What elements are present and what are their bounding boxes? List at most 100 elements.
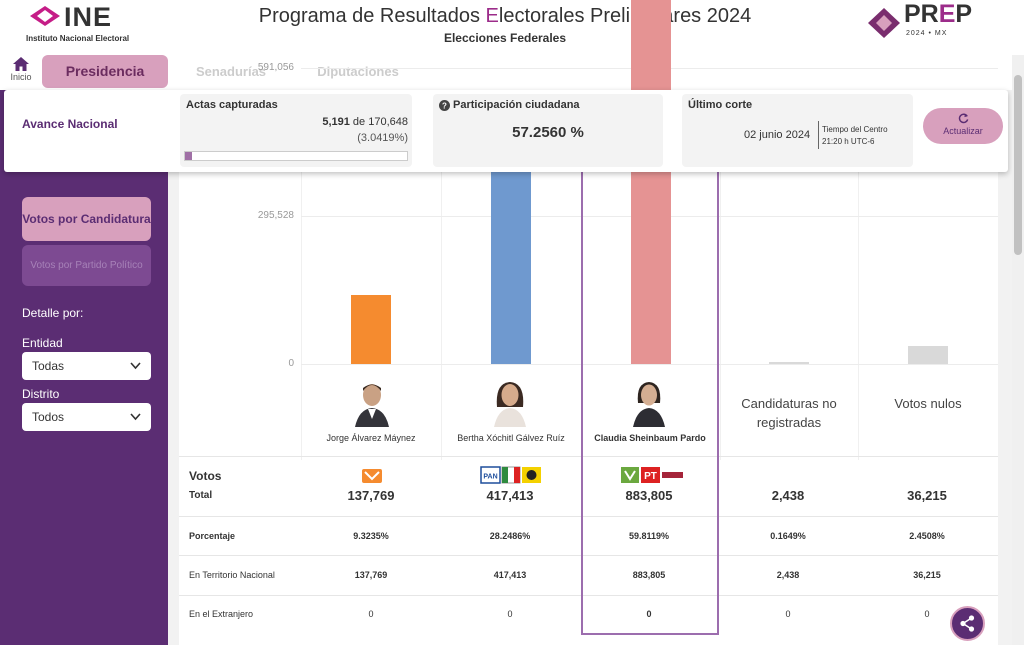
svg-text:PT: PT — [644, 471, 657, 482]
actualizar-button[interactable]: Actualizar — [923, 108, 1003, 144]
bar-4[interactable] — [908, 345, 948, 364]
candidate-name-maynez: Jorge Álvarez Máynez — [326, 433, 416, 443]
row-label-extranjero: En el Extranjero — [189, 609, 254, 619]
ultimo-corte-card: Último corte 02 junio 2024 Tiempo del Ce… — [682, 94, 913, 167]
y-tick-label: 591,056 — [257, 62, 294, 74]
total-label: Total — [189, 490, 213, 501]
total-sheinbaum: 883,805 — [625, 488, 673, 503]
corte-time: 21:20 h UTC-6 — [822, 137, 875, 146]
participacion-title: Participación ciudadana — [453, 99, 580, 111]
svg-text:?: ? — [442, 101, 447, 110]
table-cell: 36,215 — [913, 570, 941, 580]
movimiento-ciudadano-logo — [362, 469, 382, 483]
refresh-icon — [958, 113, 968, 124]
ine-logo[interactable]: INE Instituto Nacional Electoral — [26, 2, 146, 44]
label-no-registradas: Candidaturas no registradas — [741, 396, 837, 430]
tab-diputaciones[interactable]: Diputaciones — [317, 64, 399, 79]
total-no-registradas: 2,438 — [771, 488, 805, 503]
entidad-select[interactable]: Todas — [22, 352, 151, 380]
entidad-value: Todas — [32, 359, 65, 373]
ine-subtitle: Instituto Nacional Electoral — [26, 34, 130, 43]
corte-timezone: Tiempo del Centro — [822, 125, 888, 134]
bar-1[interactable] — [491, 155, 531, 364]
table-cell: 417,413 — [493, 570, 527, 580]
home-button[interactable]: Inicio — [8, 57, 34, 82]
participacion-value: 57.2560 % — [512, 124, 584, 141]
distrito-value: Todos — [32, 410, 65, 424]
pt-verde-morena-logo: PT — [621, 467, 683, 483]
prep-logo-text: PREP — [904, 0, 973, 28]
corte-date: 02 junio 2024 — [744, 129, 811, 141]
home-label: Inicio — [10, 72, 32, 82]
page-title: Programa de Resultados Electorales Preli… — [258, 5, 752, 27]
ine-ballot-icon — [30, 6, 60, 26]
table-cell: 0 — [507, 609, 513, 619]
help-icon[interactable]: ? — [439, 99, 450, 111]
table-cell: 9.3235% — [353, 531, 389, 541]
total-maynez: 137,769 — [347, 488, 395, 503]
actualizar-label: Actualizar — [943, 126, 983, 136]
table-cell: 2.4508% — [909, 531, 945, 541]
row-label-porcentaje: Porcentaje — [189, 531, 236, 541]
chevron-down-icon — [130, 362, 141, 370]
ine-logo-text: INE — [64, 2, 113, 32]
corte-title: Último corte — [688, 99, 753, 111]
votos-label: Votos — [189, 469, 222, 483]
bar-0[interactable] — [351, 295, 391, 364]
y-tick-label: 295,528 — [257, 210, 294, 222]
prep-logo[interactable]: PREP 2024 • MX — [866, 0, 996, 44]
actas-of: de 170,648 — [349, 116, 408, 128]
bar-2[interactable] — [630, 0, 671, 364]
detalle-label: Detalle por: — [22, 306, 84, 320]
home-icon — [13, 57, 29, 71]
votos-partido-button[interactable]: Votos por Partido Político — [22, 245, 151, 286]
share-icon — [960, 615, 975, 632]
table-cell: 883,805 — [632, 570, 666, 580]
prep-logo-icon — [868, 8, 900, 38]
actas-card: Actas capturadas 5,191 de 170,648 (3.041… — [180, 94, 412, 167]
header: INE Instituto Nacional Electoral Program… — [0, 0, 1024, 55]
distrito-select[interactable]: Todos — [22, 403, 151, 431]
votos-candidatura-button[interactable]: Votos por Candidatura — [22, 197, 151, 241]
actas-progress-fill — [185, 152, 192, 160]
total-galvez: 417,413 — [486, 488, 534, 503]
participacion-title-row: ? Participación ciudadana — [439, 99, 580, 111]
table-cell: 137,769 — [354, 570, 388, 580]
pan-pri-prd-logo: PAN — [480, 466, 541, 484]
table-cell: 59.8119% — [628, 531, 670, 541]
y-tick-label: 0 — [288, 358, 294, 369]
candidate-name-galvez: Bertha Xóchitl Gálvez Ruíz — [457, 433, 565, 443]
scrollbar[interactable] — [1012, 55, 1024, 645]
share-button[interactable] — [950, 606, 985, 641]
entidad-label: Entidad — [22, 336, 63, 350]
table-cell: 0 — [924, 609, 930, 619]
chevron-down-icon — [130, 413, 141, 421]
actas-progress-bar — [184, 151, 408, 161]
participacion-card: ? Participación ciudadana 57.2560 % — [433, 94, 663, 167]
tab-presidencia[interactable]: Presidencia — [42, 55, 168, 88]
candidate-photo-galvez — [489, 377, 531, 427]
page-subtitle: Elecciones Federales — [443, 31, 567, 45]
selected-candidate-highlight — [581, 170, 719, 635]
candidate-photo-sheinbaum — [628, 377, 670, 427]
distrito-label: Distrito — [22, 387, 60, 401]
row-label-territorio: En Territorio Nacional — [189, 570, 275, 580]
actas-count-line: 5,191 de 170,648 — [322, 116, 408, 128]
label-votos-nulos: Votos nulos — [894, 396, 962, 411]
table-cell: 2,438 — [776, 570, 800, 580]
navbar: Inicio Presidencia Senadurías Diputacion… — [0, 55, 1012, 90]
bar-3[interactable] — [769, 362, 809, 364]
tab-senadurias[interactable]: Senadurías — [195, 64, 267, 79]
table-cell: 0 — [646, 609, 652, 619]
candidate-photo-maynez — [351, 377, 393, 427]
prep-subtitle: 2024 • MX — [906, 30, 948, 37]
actas-title: Actas capturadas — [186, 99, 278, 111]
gridline — [301, 364, 998, 365]
candidate-name-sheinbaum: Claudia Sheinbaum Pardo — [594, 433, 706, 443]
svg-text:PAN: PAN — [483, 474, 497, 481]
table-cell: 0 — [368, 609, 374, 619]
actas-count: 5,191 — [322, 116, 350, 128]
table-cell: 0 — [785, 609, 791, 619]
scrollbar-thumb[interactable] — [1014, 75, 1022, 255]
